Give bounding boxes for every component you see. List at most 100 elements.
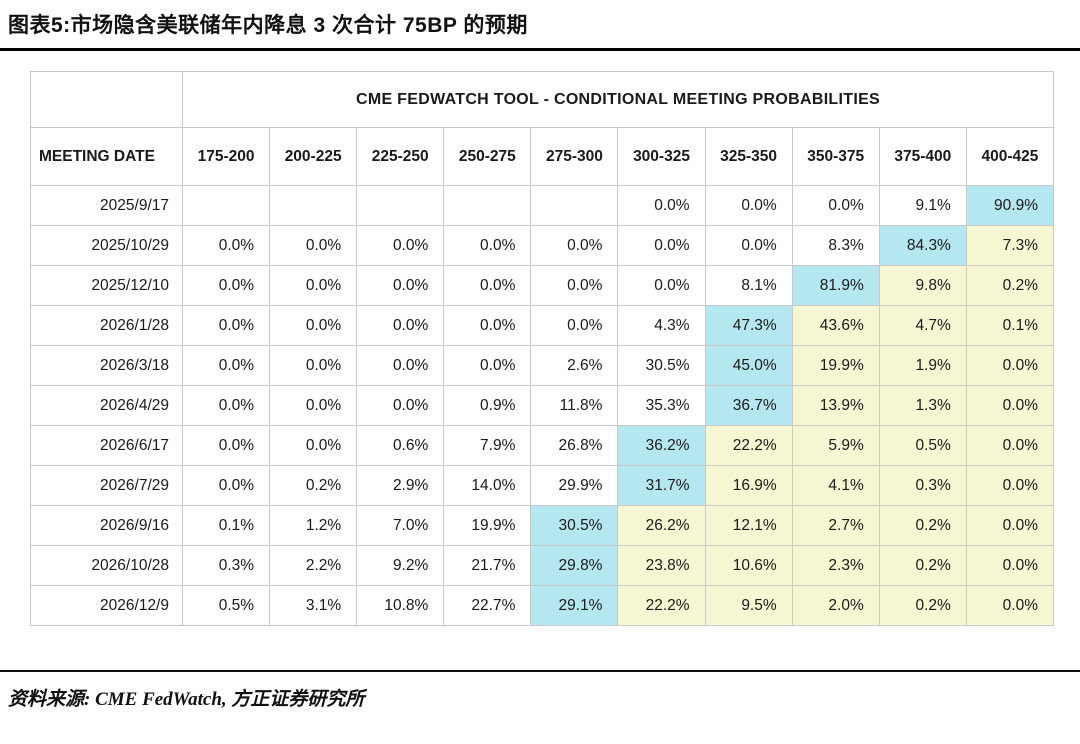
probability-cell: 0.0% [704,225,793,266]
column-header: 275-300 [530,127,619,186]
probability-cell: 13.9% [791,385,880,426]
probability-cell [530,185,619,226]
probability-cell: 0.3% [878,465,967,506]
probability-cell: 4.7% [878,305,967,346]
probability-cell: 0.0% [181,225,271,266]
probability-cell: 3.1% [269,585,358,626]
probability-cell: 26.2% [617,505,706,546]
probability-cell [443,185,532,226]
probability-cell: 0.0% [269,305,358,346]
meeting-date-header: MEETING DATE [30,127,183,186]
probability-cell: 0.0% [181,345,271,386]
probability-cell: 19.9% [443,505,532,546]
probability-cell: 10.6% [704,545,793,586]
probability-cell: 1.3% [878,385,967,426]
table-row: 2026/6/17 0.0% 0.0% 0.6% 7.9% 26.8% 36.2% 22.2%… [30,425,1055,466]
probability-cell: 29.9% [530,465,619,506]
probability-cell: 47.3% [704,305,793,346]
meeting-date-cell: 2026/6/17 [30,425,183,466]
table-row: 2026/1/28 0.0% 0.0% 0.0% 0.0% 0.0% 4.3% 47.3% 43… [30,305,1055,346]
probability-cell: 1.2% [269,505,358,546]
probability-cell: 9.8% [878,265,967,306]
probability-cell: 81.9% [791,265,880,306]
probability-table-container: CME FEDWATCH TOOL - CONDITIONAL MEETING … [30,71,1055,626]
column-header: 300-325 [617,127,706,186]
table-row: 2026/4/29 0.0% 0.0% 0.0% 0.9% 11.8% 35.3% 36.7%… [30,385,1055,426]
probability-cell: 0.0% [791,185,880,226]
probability-cell: 30.5% [530,505,619,546]
probability-cell: 2.9% [356,465,445,506]
probability-cell: 90.9% [965,185,1055,226]
probability-cell: 22.7% [443,585,532,626]
probability-cell: 7.0% [356,505,445,546]
probability-cell: 2.0% [791,585,880,626]
probability-cell: 8.1% [704,265,793,306]
probability-cell: 2.7% [791,505,880,546]
probability-cell: 0.1% [181,505,271,546]
probability-cell: 0.0% [181,305,271,346]
table-title: CME FEDWATCH TOOL - CONDITIONAL MEETING … [182,71,1054,128]
probability-cell: 0.0% [530,265,619,306]
meeting-date-cell: 2026/4/29 [30,385,183,426]
probability-cell: 1.9% [878,345,967,386]
column-header: 400-425 [965,127,1055,186]
probability-cell: 0.0% [356,385,445,426]
probability-cell: 5.9% [791,425,880,466]
column-header: 225-250 [356,127,445,186]
probability-cell: 2.6% [530,345,619,386]
probability-cell: 30.5% [617,345,706,386]
probability-cell [356,185,445,226]
probability-cell [181,185,271,226]
table-row: 2026/12/9 0.5% 3.1% 10.8% 22.7% 29.1% 22.2% 9.5… [30,585,1055,626]
probability-cell: 0.0% [269,265,358,306]
probability-cell: 45.0% [704,345,793,386]
table-title-row: CME FEDWATCH TOOL - CONDITIONAL MEETING … [30,71,1054,128]
probability-cell: 0.0% [181,425,271,466]
column-header: 325-350 [704,127,793,186]
probability-cell: 0.0% [356,265,445,306]
probability-cell: 0.0% [443,265,532,306]
column-header-row: MEETING DATE 175-200 200-225 225-250 250-27… [30,127,1055,186]
probability-cell: 0.3% [181,545,271,586]
meeting-date-cell: 2026/12/9 [30,585,183,626]
probability-cell: 84.3% [878,225,967,266]
probability-cell: 0.0% [530,305,619,346]
figure-title: 图表5:市场隐含美联储年内降息 3 次合计 75BP 的预期 [0,0,1080,51]
probability-cell: 0.5% [181,585,271,626]
table-row: 2026/9/16 0.1% 1.2% 7.0% 19.9% 30.5% 26.2% 12.1… [30,505,1055,546]
probability-cell: 0.0% [443,305,532,346]
probability-cell: 7.3% [965,225,1055,266]
probability-cell: 11.8% [530,385,619,426]
probability-cell: 16.9% [704,465,793,506]
probability-cell: 0.0% [617,225,706,266]
probability-cell: 0.0% [617,265,706,306]
probability-cell: 0.0% [443,345,532,386]
probability-cell: 0.1% [965,305,1055,346]
probability-cell: 22.2% [617,585,706,626]
probability-cell: 0.5% [878,425,967,466]
probability-cell: 36.2% [617,425,706,466]
probability-cell: 29.8% [530,545,619,586]
probability-cell: 21.7% [443,545,532,586]
probability-cell: 0.0% [181,385,271,426]
probability-cell: 0.2% [878,545,967,586]
probability-cell: 0.0% [181,465,271,506]
column-header: 375-400 [878,127,967,186]
probability-cell: 26.8% [530,425,619,466]
source-block: 资料来源: CME FedWatch, 方正证券研究所 [0,670,1080,711]
meeting-date-cell: 2025/9/17 [30,185,183,226]
probability-cell: 0.0% [356,345,445,386]
probability-cell: 0.0% [965,505,1055,546]
probability-cell: 0.0% [965,385,1055,426]
probability-cell: 0.0% [965,585,1055,626]
probability-cell: 31.7% [617,465,706,506]
meeting-date-cell: 2026/10/28 [30,545,183,586]
probability-cell: 0.0% [269,385,358,426]
meeting-date-cell: 2026/7/29 [30,465,183,506]
probability-cell: 9.2% [356,545,445,586]
probability-cell: 0.0% [443,225,532,266]
probability-cell: 36.7% [704,385,793,426]
probability-cell: 4.3% [617,305,706,346]
probability-cell: 0.0% [965,425,1055,466]
